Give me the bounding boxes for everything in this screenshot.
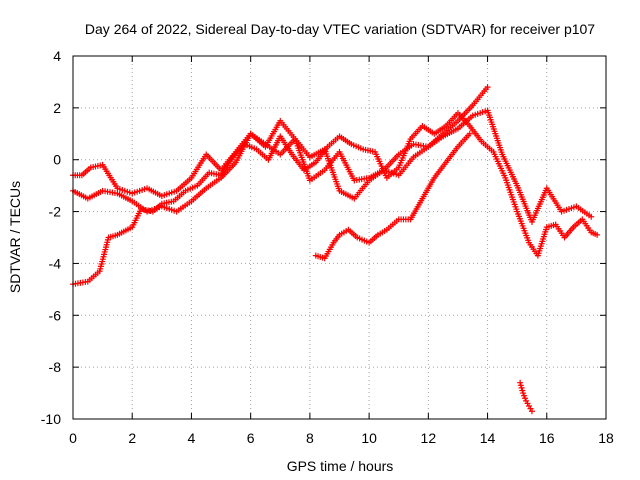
axis-ticks: 0 2 4 6 8 10 12 14 16 18 4 2 0 -2 -4 -6 -8 -10	[41, 48, 614, 446]
data-point	[466, 130, 473, 137]
x-tick-label: 4	[188, 430, 196, 446]
data-point	[588, 213, 595, 220]
y-axis-label: SDTVAR / TECUs	[7, 181, 23, 293]
data-point	[484, 84, 491, 91]
plot-frame	[72, 55, 607, 420]
x-tick-label: 8	[306, 430, 314, 446]
y-tick-label: -8	[49, 359, 62, 375]
y-tick-label: 4	[53, 48, 61, 64]
data-point	[528, 408, 535, 415]
y-tick-label: -6	[49, 307, 62, 323]
x-tick-label: 14	[480, 430, 496, 446]
series-track-5	[517, 379, 535, 415]
y-tick-label: 2	[53, 100, 61, 116]
data-point	[594, 231, 601, 238]
x-tick-label: 0	[69, 430, 77, 446]
x-tick-label: 18	[598, 430, 614, 446]
x-tick-label: 16	[539, 430, 555, 446]
y-tick-label: -4	[49, 255, 62, 271]
series-track-3	[70, 110, 601, 288]
y-tick-label: 0	[53, 152, 61, 168]
y-tick-label: -2	[49, 204, 62, 220]
y-tick-label: -10	[41, 411, 61, 427]
x-tick-label: 2	[128, 430, 136, 446]
x-tick-label: 10	[361, 430, 377, 446]
data-points	[70, 84, 601, 415]
series-track-1	[70, 84, 491, 200]
chart-title: Day 264 of 2022, Sidereal Day-to-day VTE…	[85, 21, 595, 37]
x-tick-label: 12	[421, 430, 437, 446]
x-tick-label: 6	[247, 430, 255, 446]
x-axis-label: GPS time / hours	[287, 458, 394, 474]
series-track-4	[312, 130, 473, 262]
